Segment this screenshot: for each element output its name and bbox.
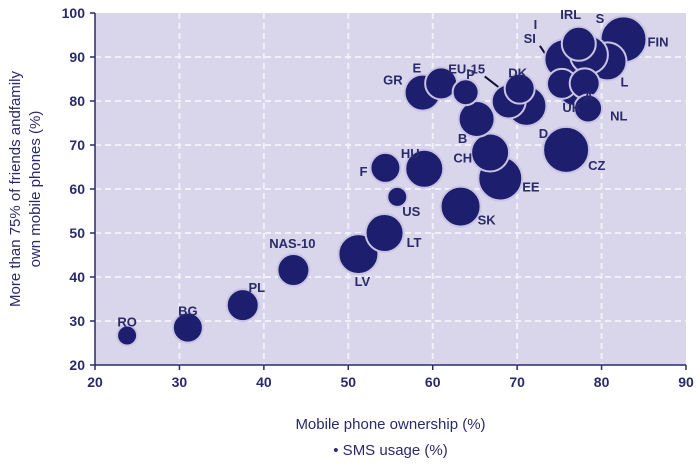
label-sk: SK [478,213,497,228]
label-pl: PL [248,280,265,295]
label-nl: NL [610,108,627,123]
label-ee: EE [522,179,540,194]
label-fin: FIN [648,34,669,49]
x-tick-label: 30 [172,374,188,390]
x-tick-label: 20 [87,374,103,390]
axes [90,12,687,370]
x-tick-label: 40 [256,374,272,390]
bubble-nas-10 [276,252,311,287]
y-axis-title-line-2: own mobile phones (%) [27,111,44,268]
x-tick-label: 90 [678,374,694,390]
label-cz: CZ [588,158,605,173]
label-gr: GR [383,73,403,88]
label-l: L [621,74,629,89]
label-si: SI [524,31,536,46]
bubble-nl [573,93,604,124]
label-i: I [534,17,538,32]
x-tick-label: 50 [340,374,356,390]
bubble-cz [542,125,591,174]
y-tick-label: 90 [69,49,85,65]
y-tick-label: 60 [69,181,85,197]
bubble-pl [225,288,260,323]
label-ch: CH [453,150,472,165]
label-a: A [584,88,594,103]
bubble-ch [470,132,511,173]
size-legend: • SMS usage (%) [333,442,447,459]
y-axis-title-line-1: More than 75% of friends andfamily [7,71,24,307]
label-uk: UK [562,100,581,115]
bubbles [116,15,648,347]
bubble-irl [560,25,597,62]
label-hu: HU [401,146,420,161]
label-d: D [539,126,548,141]
point-labels: RO BG PL NAS-10 LV LT US F HU SK CH EE CZ B GR E PEU-15 D… [117,7,668,330]
label-eu-15: EU-15 [448,61,485,76]
bubble-f [369,151,402,184]
y-tick-label: 100 [62,5,86,21]
label-p: P [466,67,475,82]
label-e: E [412,60,421,75]
label-bg: BG [178,304,198,319]
bubble-hu [404,148,445,189]
y-tick-label: 40 [69,269,85,285]
bubble-p [451,78,480,107]
bubble-us [386,185,409,208]
x-tick-label: 60 [425,374,441,390]
label-nas-10: NAS-10 [269,236,315,251]
label-s: S [596,11,605,26]
label-f: F [359,164,367,179]
label-us: US [402,204,420,219]
label-irl: IRL [560,7,581,22]
bubble-b [457,100,496,139]
x-tick-label: 80 [594,374,610,390]
x-axis-title: Mobile phone ownership (%) [295,416,485,433]
x-tick-label: 70 [509,374,525,390]
y-tick-label: 30 [69,313,85,329]
label-b: B [458,131,467,146]
label-dk: DK [508,66,527,81]
y-tick-label: 80 [69,93,85,109]
y-axis-title: More than 75% of friends andfamily own m… [7,71,44,307]
label-ro: RO [117,315,137,330]
bubble-ro [116,324,139,347]
y-tick-label: 20 [69,357,85,373]
bubble-bg [171,311,204,344]
y-tick-label: 70 [69,137,85,153]
tick-labels: 20 30 40 50 60 70 80 90 20 30 40 50 60 70 80 90 100 [62,5,694,390]
bubble-sk [439,185,482,228]
bubble-lt [364,213,405,253]
label-lt: LT [407,235,422,250]
y-tick-label: 50 [69,225,85,241]
bubble-dk [503,72,536,105]
label-lv: LV [355,274,371,289]
